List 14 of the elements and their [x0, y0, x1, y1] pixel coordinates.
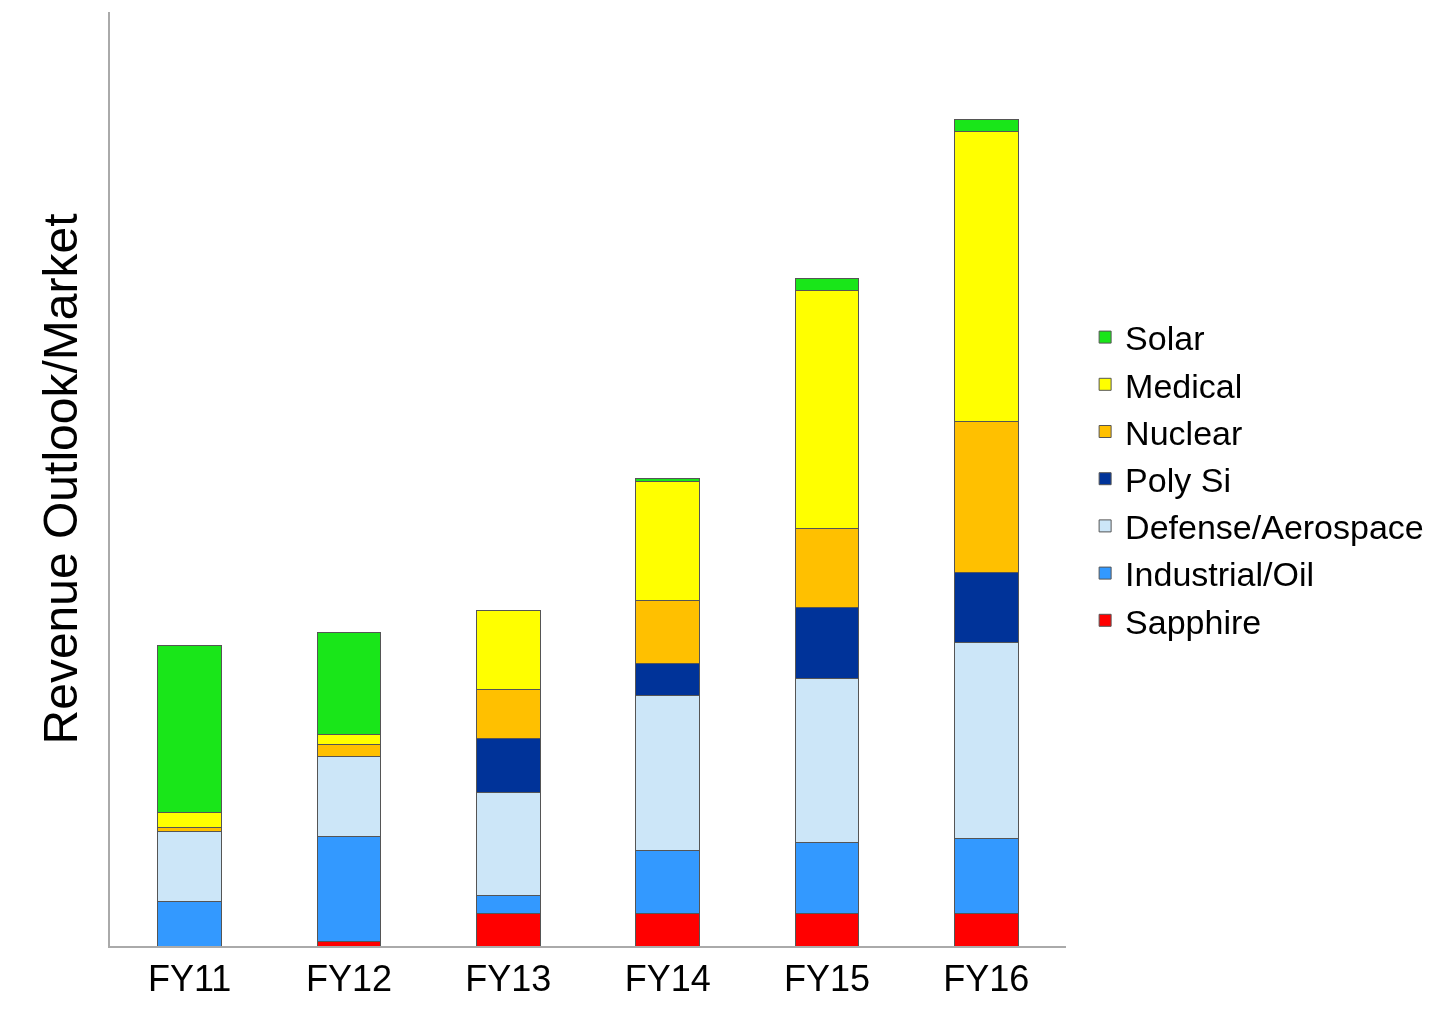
legend-label: Nuclear [1125, 413, 1243, 452]
legend-label: Defense/Aerospace [1125, 508, 1424, 547]
x-tick-label: FY12 [305, 957, 393, 999]
x-tick-label: FY11 [147, 957, 232, 999]
legend-label: Medical [1125, 366, 1243, 405]
legend-label: Sapphire [1125, 602, 1262, 641]
y-axis-title: Revenue Outlook/Market [34, 213, 88, 745]
legend-label: Poly Si [1125, 460, 1231, 499]
x-tick-label: FY16 [943, 957, 1030, 999]
legend-label: Industrial/Oil [1125, 555, 1315, 594]
legend-label: Solar [1125, 319, 1205, 358]
x-tick-label: FY14 [624, 957, 711, 999]
x-tick-label: FY15 [783, 957, 871, 999]
x-tick-label: FY13 [465, 957, 552, 999]
